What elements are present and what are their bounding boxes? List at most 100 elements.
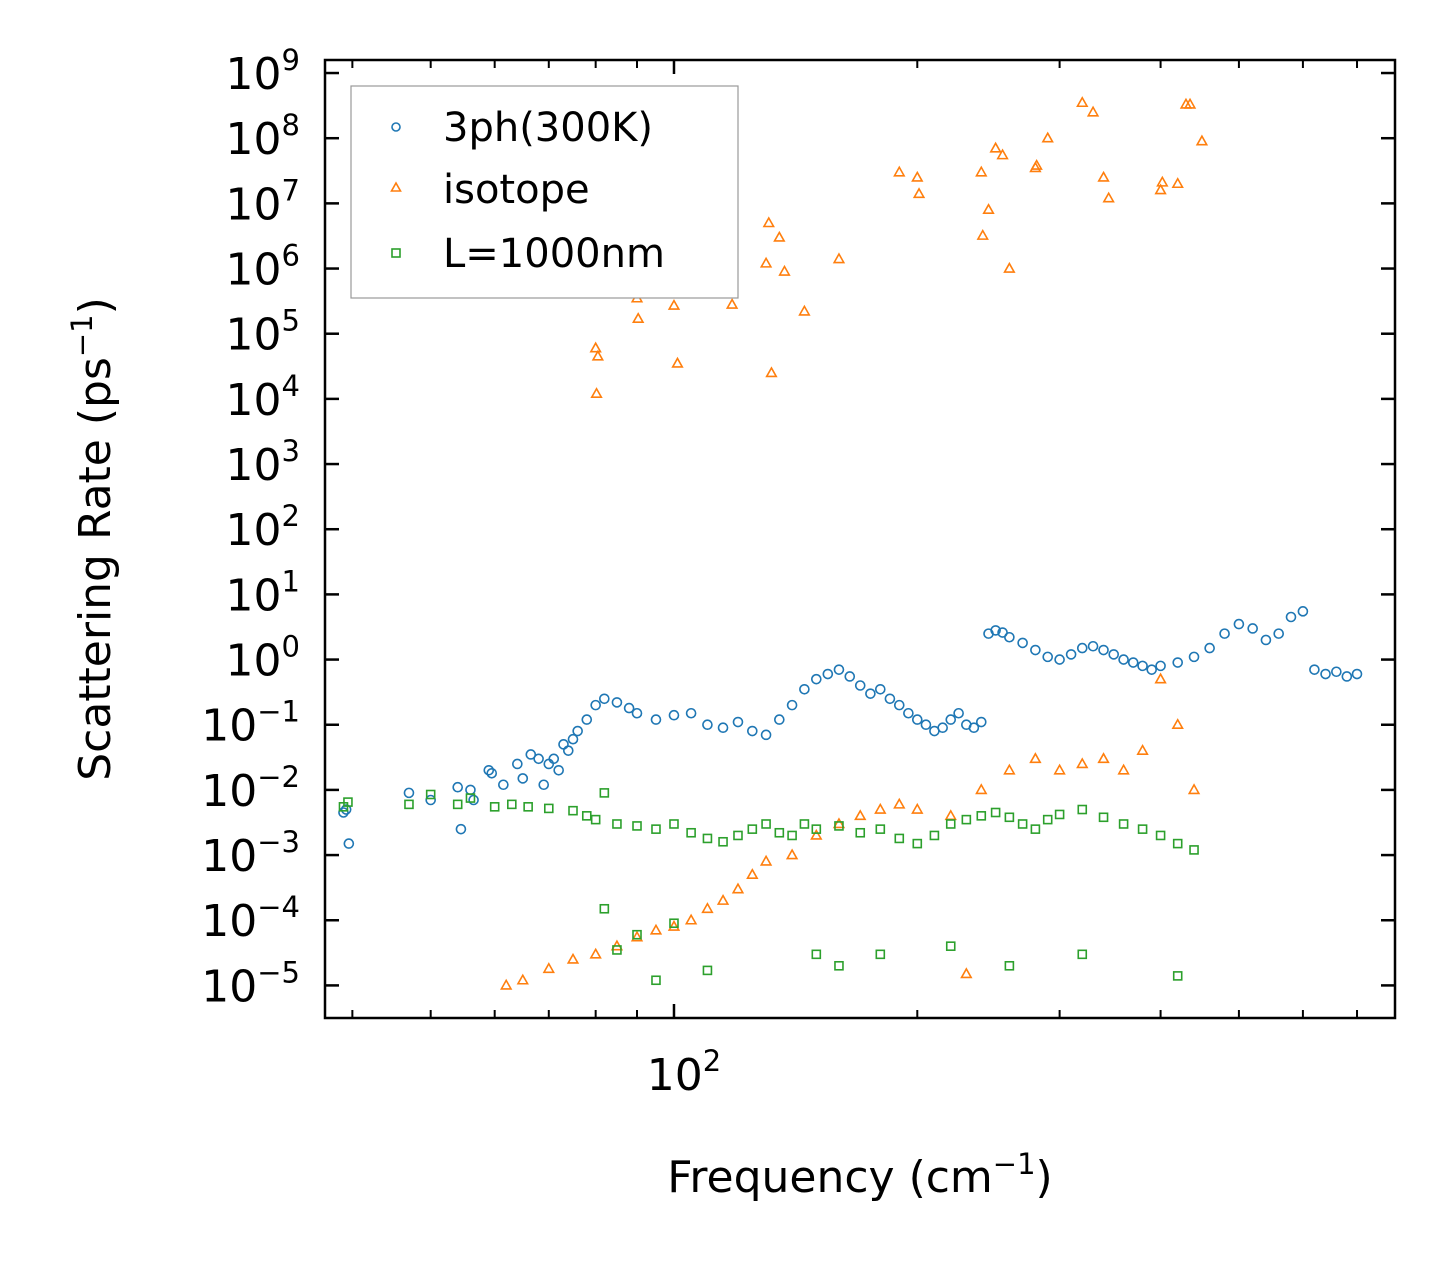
legend-label: L=1000nm [443, 231, 665, 277]
data-point [945, 941, 956, 951]
data-point [581, 811, 592, 821]
data-point [953, 707, 964, 719]
data-point [516, 973, 529, 985]
data-point [893, 165, 906, 177]
data-point [1004, 631, 1015, 643]
y-tick-label: 104 [226, 369, 300, 426]
legend-marker-circle-icon [391, 122, 401, 132]
data-point [425, 789, 436, 800]
data-point [568, 805, 578, 816]
data-point [1247, 623, 1258, 634]
data-point [903, 707, 914, 719]
y-tick-label: 10−5 [201, 955, 300, 1012]
data-point [774, 714, 785, 725]
data-point [1188, 651, 1200, 663]
data-point [854, 809, 867, 821]
y-tick-label: 103 [226, 434, 300, 491]
data-point [507, 799, 517, 810]
data-point [961, 814, 972, 825]
data-point [811, 673, 822, 685]
data-point [590, 699, 601, 711]
data-point [1102, 191, 1115, 203]
data-point [572, 725, 583, 737]
data-point [483, 764, 495, 776]
data-point [762, 216, 775, 228]
data-point [340, 804, 352, 815]
data-point [798, 304, 811, 316]
data-point [1065, 649, 1077, 660]
data-point [1320, 668, 1331, 680]
data-point [1195, 134, 1209, 146]
data-point [1219, 628, 1230, 639]
x-axis-title: Frequency (cm−1) [667, 1147, 1052, 1203]
data-point [1086, 105, 1100, 117]
data-point [548, 753, 560, 765]
data-point [525, 749, 537, 760]
data-point [1351, 668, 1363, 680]
data-point [623, 702, 635, 714]
data-point [787, 830, 797, 841]
data-point [1136, 744, 1149, 755]
data-point [1004, 812, 1015, 823]
data-point [343, 838, 355, 849]
data-point [844, 671, 856, 682]
data-point [747, 725, 758, 737]
data-point [671, 356, 684, 368]
data-point [599, 693, 610, 705]
data-point [718, 836, 728, 847]
data-point [1029, 752, 1042, 764]
data-point [1077, 949, 1088, 960]
data-point [632, 312, 645, 323]
data-point [1189, 845, 1199, 855]
data-point [893, 699, 905, 711]
y-tick-label: 105 [226, 304, 300, 361]
data-point [982, 203, 995, 214]
data-point [1098, 812, 1109, 823]
data-point [612, 945, 622, 955]
y-tick-label: 102 [226, 499, 300, 556]
data-point [716, 893, 730, 905]
data-point [765, 366, 778, 378]
data-point [1127, 657, 1139, 668]
data-point [667, 919, 681, 931]
data-point [591, 349, 605, 361]
data-point [581, 714, 593, 725]
marks-layer [338, 96, 1363, 990]
data-point [976, 811, 987, 821]
y-tick-label: 106 [226, 239, 300, 296]
data-point [834, 960, 844, 971]
data-point [553, 764, 564, 776]
data-point [632, 821, 642, 831]
legend: 3ph(300K) isotope L=1000nm [350, 85, 739, 299]
data-point [649, 923, 663, 935]
data-point [1156, 175, 1169, 187]
data-point [874, 802, 887, 814]
legend-entry-3ph: 3ph(300K) [391, 105, 653, 151]
data-point [912, 838, 923, 849]
data-point [911, 714, 923, 725]
data-point [523, 802, 533, 812]
data-point [1053, 763, 1066, 775]
data-point [778, 264, 791, 276]
data-point [747, 824, 758, 834]
data-point [761, 819, 771, 829]
series-0 [338, 606, 1363, 849]
data-point [810, 828, 823, 840]
data-point [1297, 606, 1309, 617]
y-tick-label: 108 [226, 108, 300, 165]
data-point [975, 783, 988, 795]
data-point [989, 141, 1002, 153]
legend-label: 3ph(300K) [443, 105, 653, 151]
data-point [343, 797, 353, 807]
data-point [911, 802, 924, 814]
data-point [1155, 660, 1166, 672]
data-point [785, 848, 799, 860]
data-point [1076, 757, 1089, 769]
data-point [500, 978, 513, 990]
data-point [1171, 718, 1184, 730]
data-point [1331, 666, 1342, 678]
data-point [911, 170, 924, 182]
data-point [1030, 158, 1043, 170]
data-point [632, 929, 642, 940]
